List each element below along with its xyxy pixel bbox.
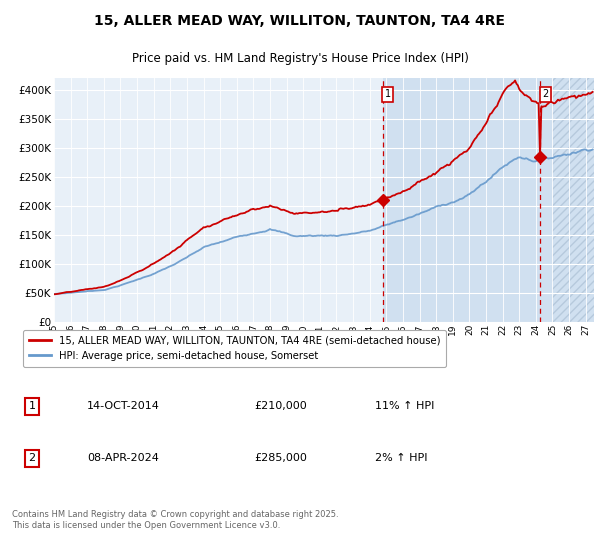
Text: 14-OCT-2014: 14-OCT-2014: [87, 402, 160, 412]
Bar: [553, 78, 594, 322]
Text: 08-APR-2024: 08-APR-2024: [87, 453, 159, 463]
Text: 2% ↑ HPI: 2% ↑ HPI: [375, 453, 427, 463]
Text: 2: 2: [542, 90, 548, 99]
Text: £210,000: £210,000: [254, 402, 307, 412]
Text: Contains HM Land Registry data © Crown copyright and database right 2025.
This d: Contains HM Land Registry data © Crown c…: [12, 510, 338, 530]
Text: £285,000: £285,000: [254, 453, 307, 463]
Text: Price paid vs. HM Land Registry's House Price Index (HPI): Price paid vs. HM Land Registry's House …: [131, 53, 469, 66]
Text: 1: 1: [29, 402, 35, 412]
Legend: 15, ALLER MEAD WAY, WILLITON, TAUNTON, TA4 4RE (semi-detached house), HPI: Avera: 15, ALLER MEAD WAY, WILLITON, TAUNTON, T…: [23, 330, 446, 367]
Bar: [553, 78, 594, 322]
Text: 15, ALLER MEAD WAY, WILLITON, TAUNTON, TA4 4RE: 15, ALLER MEAD WAY, WILLITON, TAUNTON, T…: [95, 14, 505, 28]
Text: 2: 2: [29, 453, 36, 463]
Text: 11% ↑ HPI: 11% ↑ HPI: [375, 402, 434, 412]
Text: 1: 1: [385, 90, 391, 99]
Bar: [383, 78, 553, 322]
